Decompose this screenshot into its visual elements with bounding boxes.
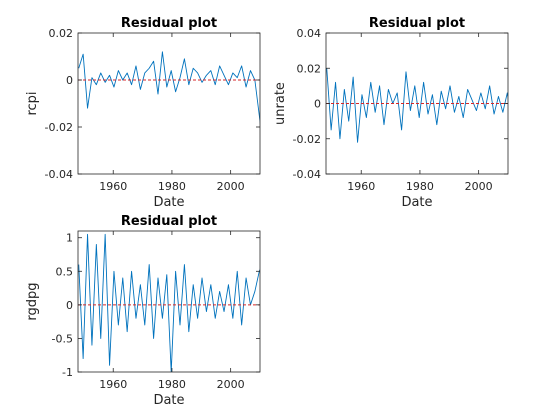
chart-1-xtick-label: 1980 [158, 180, 186, 193]
chart-2-ytick-label: 0 [314, 98, 321, 111]
panels: 1960 1980 2000 -0.04 -0.02 0 0.02 Residual plot… [25, 16, 509, 408]
chart-1-xtick-label: 2000 [217, 180, 245, 193]
chart-2-ytick-label: -0.04 [293, 168, 321, 181]
chart-1-plot-area [78, 51, 260, 125]
chart-3-xlabel: Date [153, 393, 184, 408]
chart-1-ytick-label: 0.02 [49, 27, 74, 40]
chart-2-xtick-label: 1980 [406, 180, 434, 193]
chart-3-ytick-label: -0.5 [52, 332, 73, 345]
chart-3-series-1-line [78, 233, 260, 372]
chart-3-ytick-label: -1 [62, 366, 73, 379]
chart-2-xlabel: Date [401, 195, 432, 210]
chart-3-ytick-label: 0 [66, 299, 73, 312]
chart-2-ytick-label: 0.04 [297, 27, 322, 40]
chart-2-xtick-label: 1960 [347, 180, 375, 193]
chart-3-plot-area [78, 233, 260, 372]
chart-2-ylabel: unrate [273, 82, 288, 125]
chart-2-ytick-label: 0.02 [297, 62, 322, 75]
chart-3-xtick-label: 1980 [158, 378, 186, 391]
chart-3-ytick-label: 1 [66, 232, 73, 245]
chart-3-axes-box [77, 230, 261, 373]
chart-1-axes-box [77, 32, 261, 175]
chart-2-xtick-label: 2000 [465, 180, 493, 193]
chart-3-panel: 1960 1980 2000 -1 -0.5 0 0.5 1 Residual plot Date… [25, 214, 261, 408]
chart-1-series-1-line [78, 51, 260, 125]
chart-2-series-1-line [326, 68, 508, 143]
chart-3-xtick-label: 1960 [99, 378, 127, 391]
chart-2-panel: 1960 1980 2000 -0.04 -0.02 0 0.02 0.04 Residual … [273, 16, 509, 210]
chart-3-title: Residual plot [121, 214, 217, 229]
chart-2-title: Residual plot [369, 16, 465, 31]
chart-1-xlabel: Date [153, 195, 184, 210]
chart-1-ytick-label: -0.04 [45, 168, 73, 181]
chart-1-ytick-label: -0.02 [45, 121, 73, 134]
chart-1-ylabel: rcpi [25, 91, 40, 115]
chart-2-ytick-label: -0.02 [293, 133, 321, 146]
chart-1-xtick-label: 1960 [99, 180, 127, 193]
chart-1-title: Residual plot [121, 16, 217, 31]
chart-1-panel: 1960 1980 2000 -0.04 -0.02 0 0.02 Residual plot… [25, 16, 261, 210]
chart-2-plot-area [326, 68, 508, 143]
chart-3-xtick-label: 2000 [217, 378, 245, 391]
chart-3-ytick-label: 0.5 [56, 265, 74, 278]
chart-1-ytick-label: 0 [66, 74, 73, 87]
chart-3-ylabel: rgdpg [25, 282, 40, 320]
